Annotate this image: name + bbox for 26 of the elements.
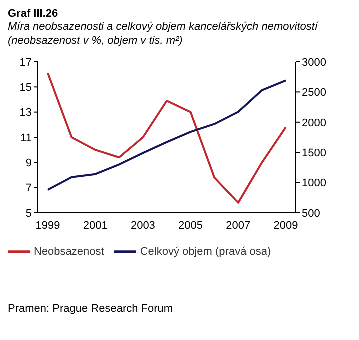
- y-tick-label: 7: [26, 182, 32, 195]
- y2-tick-label: 1500: [302, 148, 326, 160]
- legend-label: Celkový objem (pravá osa): [140, 246, 272, 258]
- chart-title: Graf III.26: [8, 8, 60, 20]
- y2-tick-label: 1000: [302, 178, 326, 190]
- x-tick-label: 2009: [274, 220, 298, 232]
- line-series: [47, 80, 287, 192]
- text: Pramen: Prague Research Forum: [8, 303, 174, 315]
- y2-tick-label: 500: [302, 208, 320, 220]
- chart-subtitle: Míra neobsazenosti a celkový objem kancelářských nemovitostí (neobsazenost v %, objem v tis. m²): [8, 20, 320, 48]
- y-tick-label: 5: [26, 208, 32, 220]
- legend-label: Neobsazenost: [34, 246, 104, 258]
- y-tick-label: 13: [20, 107, 32, 120]
- y2-tick-label: 2500: [302, 87, 326, 100]
- x-tick-label: 2001: [83, 220, 108, 232]
- y-tick-label: 11: [20, 132, 32, 144]
- y2-tick-label: 2000: [302, 117, 326, 130]
- y-tick-label: 9: [26, 158, 32, 170]
- x-tick-label: 1999: [36, 220, 60, 232]
- x-tick-label: 2003: [130, 220, 156, 232]
- line-series: [47, 72, 287, 204]
- y2-tick-label: 3000: [302, 56, 326, 69]
- x-tick-label: 2005: [178, 220, 204, 232]
- y-tick-label: 17: [20, 56, 32, 69]
- x-tick-label: 2007: [226, 220, 251, 232]
- y-tick-label: 15: [20, 82, 32, 94]
